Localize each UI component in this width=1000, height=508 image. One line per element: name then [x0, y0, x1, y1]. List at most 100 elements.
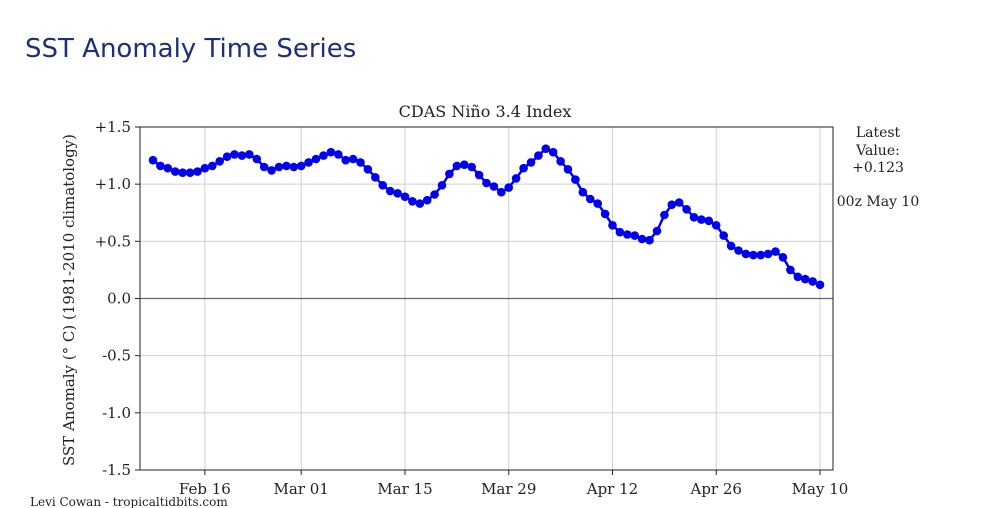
data-point	[311, 154, 321, 164]
y-tick-label: -0.5	[102, 347, 131, 365]
x-tick-label: Feb 16	[179, 480, 231, 498]
data-point	[482, 178, 491, 188]
data-point	[222, 152, 232, 161]
data-point	[756, 250, 765, 260]
y-tick-label: +1.5	[95, 118, 131, 136]
data-point	[815, 280, 825, 290]
data-point	[593, 199, 602, 208]
latest-label: Latest	[856, 125, 901, 141]
data-point	[489, 182, 499, 191]
data-point	[563, 165, 573, 174]
page-heading: SST Anomaly Time Series	[25, 34, 357, 64]
series-markers	[148, 144, 825, 290]
data-point	[437, 181, 447, 190]
data-point	[578, 187, 588, 197]
data-point	[363, 165, 373, 174]
data-point	[185, 168, 195, 177]
data-point	[511, 174, 521, 183]
data-point	[326, 147, 336, 157]
value-label: Value:	[855, 143, 900, 159]
data-point	[497, 187, 506, 197]
x-tick-label: Mar 29	[481, 480, 536, 498]
series-line	[152, 147, 821, 286]
data-point	[689, 213, 699, 222]
chart-title: CDAS Niño 3.4 Index	[399, 102, 572, 121]
data-point	[519, 163, 528, 173]
data-point	[630, 231, 639, 240]
data-point	[556, 157, 565, 166]
y-axis-label: SST Anomaly (° C) (1981-2010 climatology…	[60, 134, 78, 466]
y-tick-label: +1.0	[95, 175, 131, 193]
data-point	[400, 192, 410, 201]
data-point	[371, 173, 380, 182]
data-point	[704, 216, 714, 226]
data-point	[541, 144, 551, 153]
data-point	[504, 183, 513, 192]
data-point	[608, 221, 617, 230]
data-point	[467, 162, 477, 172]
data-point	[800, 274, 810, 284]
data-point	[660, 210, 669, 220]
data-point	[170, 167, 180, 176]
data-point	[445, 169, 454, 179]
data-point	[230, 150, 239, 159]
x-tick-label: Mar 01	[274, 480, 329, 498]
data-point	[415, 199, 425, 208]
data-point	[726, 241, 736, 251]
data-point	[341, 155, 351, 165]
data-point	[534, 151, 543, 160]
data-point	[200, 163, 210, 173]
y-tick-label: -1.5	[102, 461, 131, 479]
data-point	[215, 157, 224, 166]
data-point	[778, 252, 788, 262]
data-point	[245, 150, 254, 159]
data-point	[460, 160, 469, 169]
data-point	[526, 158, 536, 167]
data-point	[156, 161, 165, 171]
data-point	[548, 147, 558, 157]
data-point	[252, 154, 262, 164]
data-point	[674, 198, 684, 207]
data-point	[645, 235, 654, 245]
data-point	[334, 150, 343, 159]
data-point	[393, 189, 402, 198]
data-point	[319, 151, 328, 160]
data-point	[356, 158, 365, 167]
data-point	[682, 205, 691, 214]
data-point	[615, 227, 625, 237]
data-point	[208, 161, 217, 171]
latest-timestamp: 00z May 10	[837, 194, 920, 210]
data-point	[430, 190, 439, 199]
x-tick-label: Apr 12	[586, 480, 638, 498]
data-point	[719, 231, 728, 240]
data-point	[163, 163, 173, 173]
data-point	[422, 195, 432, 205]
data-point	[586, 194, 595, 204]
x-tick-label: Apr 26	[690, 480, 742, 498]
data-point	[408, 197, 417, 206]
credit-text: Levi Cowan - tropicaltidbits.com	[30, 495, 228, 508]
data-point	[296, 161, 306, 171]
data-point	[652, 226, 662, 236]
data-point	[289, 162, 299, 172]
x-tick-label: May 10	[792, 480, 849, 498]
y-tick-label: +0.5	[95, 232, 131, 250]
data-point	[282, 161, 291, 171]
data-point	[237, 151, 247, 160]
data-point	[808, 277, 817, 286]
y-tick-label: -1.0	[102, 404, 131, 422]
data-point	[667, 200, 677, 209]
data-point	[623, 230, 632, 239]
y-axis: +1.5 +1.0 +0.5 0.0 -0.5 -1.0 -1.5	[95, 118, 140, 479]
data-point	[600, 209, 610, 219]
data-point	[378, 181, 388, 190]
data-point	[259, 162, 269, 172]
latest-value: +0.123	[852, 160, 904, 176]
x-axis: Feb 16 Mar 01 Mar 15 Mar 29 Apr 12 Apr 26 May …	[179, 470, 848, 498]
data-point	[697, 215, 706, 224]
data-point	[711, 221, 721, 230]
data-point	[734, 246, 743, 255]
x-tick-label: Mar 15	[377, 480, 432, 498]
data-point	[385, 186, 395, 196]
